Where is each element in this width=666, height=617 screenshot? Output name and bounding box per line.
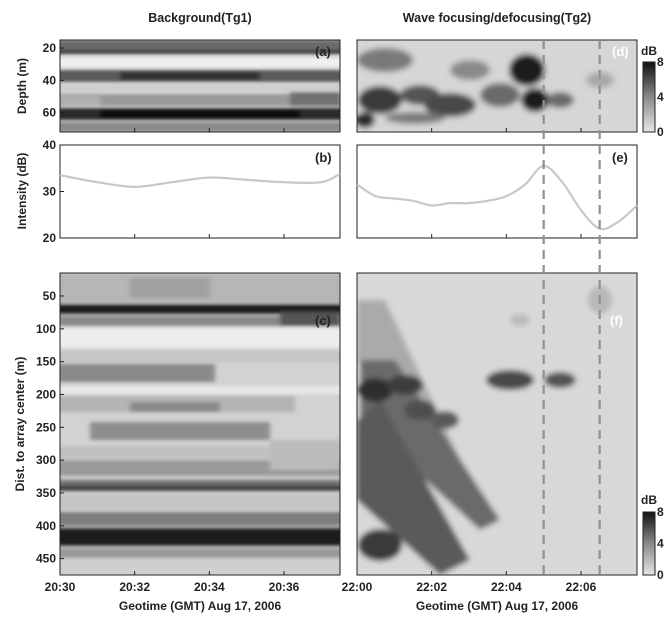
- panel-b-intensity-line: [59, 172, 341, 188]
- colorbar-top-ticks: 0 4 8: [657, 55, 664, 139]
- right-column-title: Wave focusing/defocusing(Tg2): [403, 11, 591, 25]
- x-tick-label: 20:32: [119, 580, 150, 594]
- panel-label-a: (a): [315, 44, 331, 59]
- panel-label-b: (b): [315, 150, 332, 165]
- y-tick-label: 450: [36, 552, 56, 566]
- y-tick-label: 300: [36, 453, 56, 467]
- left-x-ticks: 20:30 20:32 20:34 20:36: [45, 128, 300, 594]
- x-tick-label: 22:04: [491, 580, 522, 594]
- panel-c: (c) Dist. to array center (m) 50 100 150 20…: [13, 272, 361, 576]
- panel-label-d: (d): [612, 44, 629, 59]
- colorbar-top-scale: [642, 61, 656, 133]
- x-tick-label: 22:02: [416, 580, 447, 594]
- colorbar-bottom-ticks: 0 4 8: [657, 505, 664, 582]
- ylabel-intensity: Intensity (dB): [15, 153, 29, 230]
- colorbar-tick-label: 4: [657, 90, 664, 104]
- colorbar-top: dB 0 4 8: [641, 44, 664, 139]
- panel-label-c: (c): [315, 313, 331, 328]
- colorbar-tick-label: 4: [657, 537, 664, 551]
- y-tick-label: 60: [43, 106, 57, 120]
- y-tick-label: 250: [36, 420, 56, 434]
- y-tick-label: 50: [43, 289, 57, 303]
- y-tick-label: 150: [36, 355, 56, 369]
- panel-label-e: (e): [612, 150, 628, 165]
- panel-c-yticks: 50 100 150 200 250 300 350 400 450: [36, 289, 361, 566]
- colorbar-tick-label: 8: [657, 55, 664, 69]
- y-tick-label: 350: [36, 486, 56, 500]
- x-tick-label: 22:06: [566, 580, 597, 594]
- colorbar-top-unit: dB: [641, 44, 657, 58]
- colorbar-tick-label: 0: [657, 125, 664, 139]
- left-xlabel: Geotime (GMT) Aug 17, 2006: [119, 599, 282, 613]
- x-tick-label: 20:34: [194, 580, 225, 594]
- panel-b: (b) Intensity (dB) 20 30 40: [15, 138, 361, 245]
- right-x-ticks: 22:00 22:02 22:04 22:06: [342, 128, 597, 594]
- panel-d: (d): [356, 39, 638, 133]
- right-xlabel: Geotime (GMT) Aug 17, 2006: [416, 599, 579, 613]
- colorbar-bottom: dB 0 4 8: [641, 493, 664, 582]
- colorbar-tick-label: 0: [657, 568, 664, 582]
- y-tick-label: 400: [36, 519, 56, 533]
- x-tick-label: 22:00: [342, 580, 373, 594]
- colorbar-tick-label: 8: [657, 505, 664, 519]
- y-tick-label: 30: [43, 185, 57, 199]
- panel-label-f: (f): [610, 313, 623, 328]
- panel-e: (e): [356, 144, 638, 239]
- y-tick-label: 100: [36, 322, 56, 336]
- panel-a: (a) Depth (m) 20 40 60: [15, 39, 361, 133]
- panel-e-intensity-line: [356, 164, 638, 231]
- y-tick-label: 20: [43, 41, 57, 55]
- panel-f: (f): [356, 272, 638, 576]
- y-tick-label: 40: [43, 73, 57, 87]
- ylabel-distance: Dist. to array center (m): [13, 357, 27, 492]
- y-tick-label: 40: [43, 138, 57, 152]
- x-tick-label: 20:30: [45, 580, 76, 594]
- y-tick-label: 200: [36, 387, 56, 401]
- y-tick-label: 20: [43, 231, 57, 245]
- x-tick-label: 20:36: [269, 580, 300, 594]
- ylabel-depth: Depth (m): [15, 58, 29, 114]
- colorbar-bottom-scale: [642, 511, 656, 576]
- colorbar-bottom-unit: dB: [641, 493, 657, 507]
- left-column-title: Background(Tg1): [148, 11, 251, 25]
